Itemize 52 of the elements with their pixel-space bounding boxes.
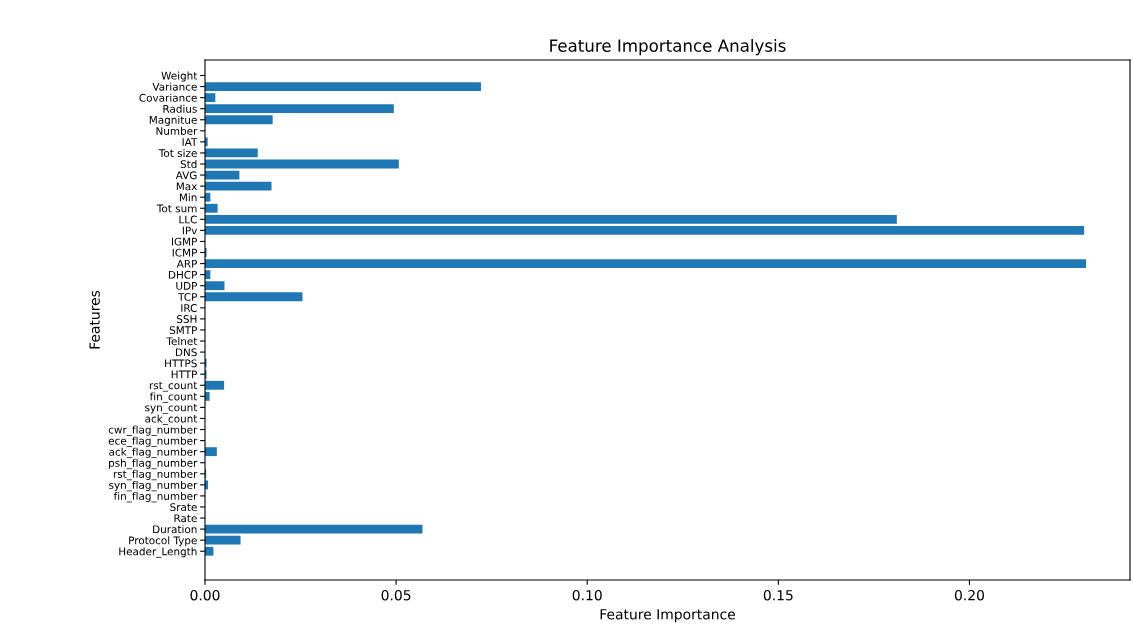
- y-tick-label: IGMP: [171, 237, 198, 246]
- y-tick-label: ICMP: [172, 248, 197, 257]
- y-tick-label: Number: [156, 126, 198, 135]
- y-tick-label: HTTPS: [165, 359, 197, 368]
- x-tick-label: 0.10: [572, 589, 602, 601]
- y-tick-label: rst_flag_number: [113, 469, 198, 481]
- y-tick-label: Weight: [161, 71, 198, 82]
- y-tick-label: SMTP: [169, 326, 198, 335]
- x-tick-label: 0.05: [381, 589, 411, 601]
- y-tick-label: HTTP: [171, 370, 198, 379]
- y-tick-label: ARP: [176, 259, 198, 268]
- y-tick-label: AVG: [175, 171, 197, 180]
- y-tick-label: TCP: [178, 292, 198, 301]
- y-tick-label: DNS: [175, 348, 197, 357]
- y-tick-label: Tot sum: [156, 204, 197, 213]
- y-tick-label: Tot size: [158, 148, 197, 158]
- y-tick-label: Radius: [163, 104, 197, 113]
- y-tick-label: IRC: [181, 304, 197, 312]
- y-tick-label: UDP: [176, 282, 198, 290]
- y-tick-label: fin_flag_number: [113, 491, 198, 503]
- y-tick-label: syn_count: [145, 403, 198, 414]
- y-tick-label: Max: [176, 182, 198, 191]
- y-tick-label: psh_flag_number: [109, 458, 198, 470]
- y-tick-label: ack_flag_number: [109, 447, 198, 459]
- y-tick-label: IPv: [182, 226, 198, 235]
- y-tick-label: fin_count: [149, 392, 198, 403]
- y-axis-title: Features: [89, 290, 100, 349]
- y-tick-label: rst_count: [149, 381, 198, 392]
- y-tick-label: LLC: [179, 215, 197, 224]
- y-tick-label: Telnet: [166, 337, 198, 346]
- y-tick-label: Rate: [174, 514, 197, 523]
- y-tick-label: ece_flag_number: [108, 436, 198, 448]
- y-tick-label: Srate: [170, 503, 197, 512]
- y-tick-label: SSH: [176, 315, 197, 323]
- y-tick-label: DHCP: [168, 270, 198, 279]
- x-tick-label: 0.00: [190, 589, 220, 601]
- y-tick-label: Duration: [153, 525, 197, 534]
- y-tick-label: cwr_flag_number: [108, 425, 198, 436]
- y-tick-label: Header_Length: [119, 547, 197, 558]
- y-tick-label: ack_count: [145, 414, 198, 425]
- y-tick-label: Protocol Type: [129, 536, 197, 547]
- y-tick-label: Covariance: [139, 93, 197, 102]
- y-tick-label: Std: [180, 160, 197, 169]
- x-tick-label: 0.20: [954, 589, 984, 601]
- y-tick-label: IAT: [182, 138, 198, 146]
- y-tick-label: Magnitue: [149, 115, 197, 126]
- x-tick-label: 0.15: [763, 589, 793, 601]
- x-axis-title: Feature Importance: [600, 609, 735, 623]
- y-tick-label: Min: [179, 193, 197, 202]
- y-tick-label: Variance: [152, 82, 197, 91]
- chart-title: Feature Importance Analysis: [550, 39, 786, 56]
- y-tick-label: syn_flag_number: [109, 480, 198, 492]
